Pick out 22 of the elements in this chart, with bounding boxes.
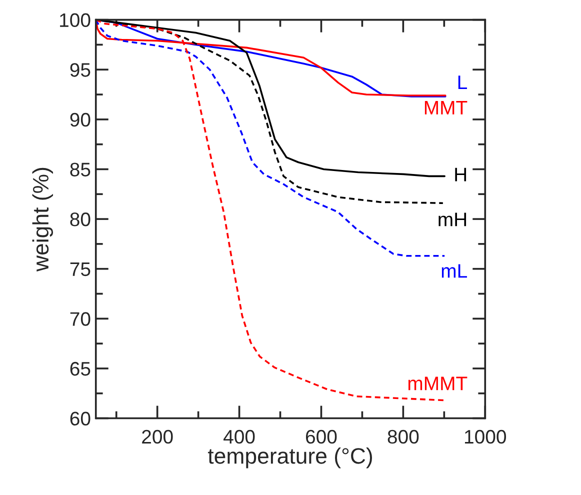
y-tick-label: 75 <box>70 262 90 276</box>
x-tick-label: 800 <box>388 430 419 444</box>
series-label: mMMT <box>408 376 468 390</box>
y-tick-label: 60 <box>70 412 90 426</box>
x-tick-label: 400 <box>224 430 255 444</box>
y-tick-label: 80 <box>70 212 90 226</box>
y-tick-label: 90 <box>70 112 90 127</box>
series-label: L <box>458 76 467 90</box>
series-label: mL <box>442 264 467 278</box>
series-label: MMT <box>424 101 468 114</box>
y-tick-label: 100 <box>60 13 90 28</box>
y-tick-label: 95 <box>70 63 90 77</box>
x-tick-label: 1000 <box>464 430 506 444</box>
x-axis-title: temperature (°C) <box>208 448 372 468</box>
x-tick-label: 200 <box>142 430 173 444</box>
series-label: H <box>455 168 466 182</box>
x-tick-label: 600 <box>306 430 337 444</box>
y-tick-label: 65 <box>70 362 90 376</box>
y-tick-label: 85 <box>70 162 90 176</box>
series-label: mH <box>438 212 466 226</box>
y-axis-title: weight (%) <box>32 168 54 272</box>
y-tick-label: 70 <box>70 312 90 326</box>
